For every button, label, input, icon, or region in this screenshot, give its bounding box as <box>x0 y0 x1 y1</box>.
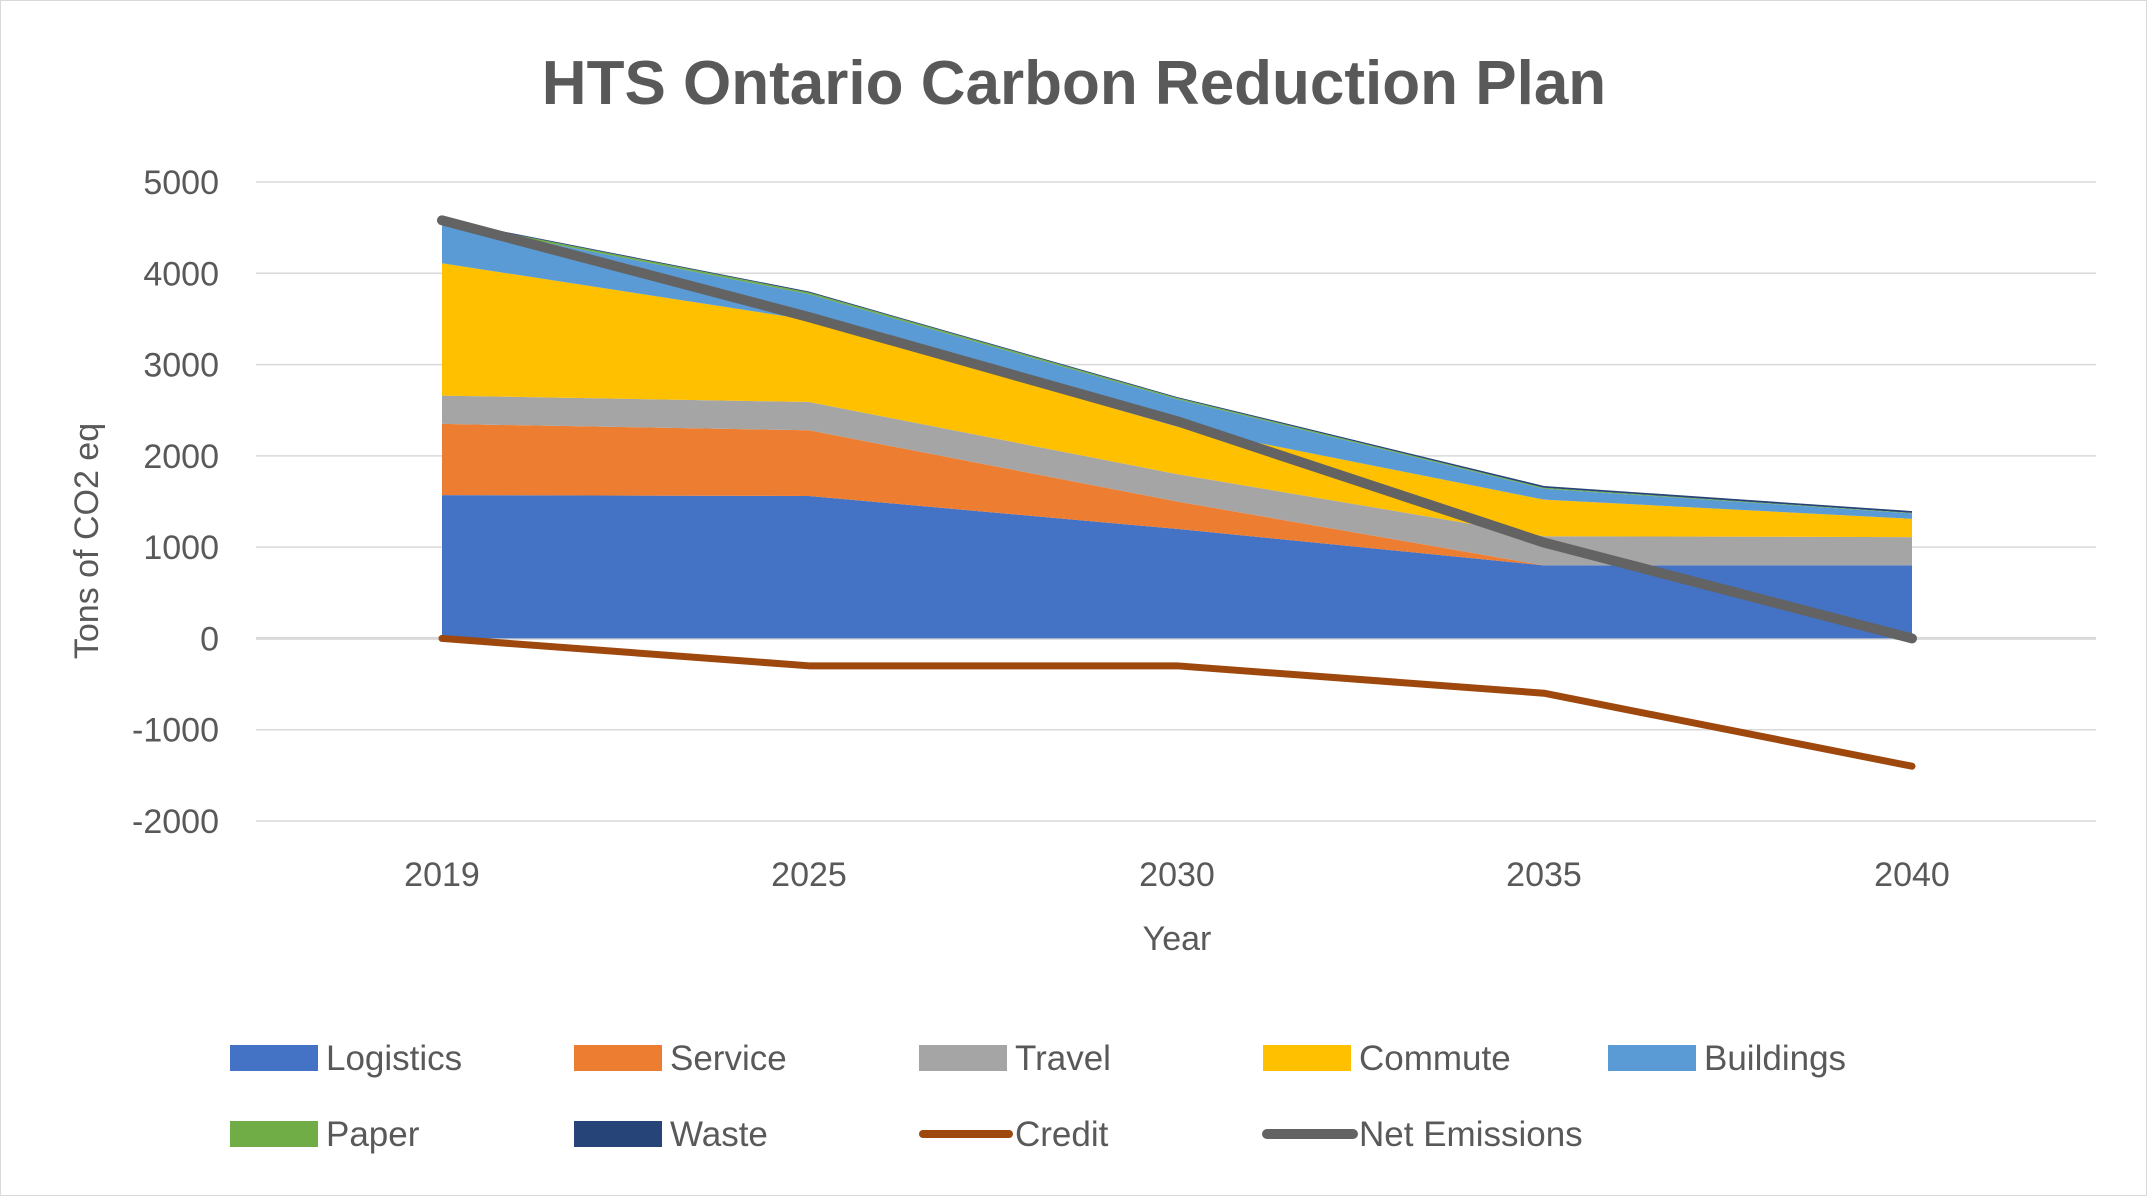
area-logistics <box>442 495 1912 639</box>
legend-label-waste: Waste <box>670 1115 768 1154</box>
area-service <box>442 423 1912 566</box>
y-axis-ticks: 5000 4000 3000 2000 1000 0 -1000 -2000 <box>132 164 219 841</box>
y-axis-label: Tons of CO2 eq <box>68 423 106 659</box>
chart-title: HTS Ontario Carbon Reduction Plan <box>542 49 1606 118</box>
x-tick-label: 2019 <box>404 856 480 894</box>
y-tick-label: -2000 <box>132 803 219 841</box>
y-tick-label: 1000 <box>143 529 219 567</box>
legend-label-logistics: Logistics <box>326 1039 462 1078</box>
y-tick-label: 3000 <box>143 347 219 385</box>
y-tick-label: 5000 <box>143 164 219 202</box>
y-tick-label: -1000 <box>132 712 219 750</box>
line-net-emissions <box>437 215 1917 644</box>
legend-label-credit: Credit <box>1015 1115 1109 1154</box>
x-tick-label: 2040 <box>1874 856 1950 894</box>
legend-label-travel: Travel <box>1015 1039 1111 1078</box>
legend-swatch-logistics <box>230 1045 318 1071</box>
legend-swatch-travel <box>919 1045 1007 1071</box>
legend-swatch-paper <box>230 1121 318 1147</box>
legend-swatch-commute <box>1263 1045 1351 1071</box>
legend-label-service: Service <box>670 1039 787 1078</box>
legend-swatch-waste <box>574 1121 662 1147</box>
area-waste <box>442 219 1912 513</box>
line-series <box>437 215 1917 770</box>
x-axis-ticks: 2019 2025 2030 2035 2040 <box>404 856 1950 894</box>
area-buildings <box>442 222 1912 519</box>
x-tick-label: 2025 <box>771 856 847 894</box>
x-tick-label: 2035 <box>1506 856 1582 894</box>
legend-label-net-emissions: Net Emissions <box>1359 1115 1583 1154</box>
legend-label-commute: Commute <box>1359 1039 1511 1078</box>
line-credit <box>438 634 1916 770</box>
x-tick-label: 2030 <box>1139 856 1215 894</box>
x-axis-label: Year <box>1143 920 1212 958</box>
area-paper <box>442 220 1912 514</box>
legend-label-buildings: Buildings <box>1704 1039 1846 1078</box>
legend-swatch-service <box>574 1045 662 1071</box>
y-tick-label: 0 <box>200 620 219 658</box>
stacked-areas <box>442 219 1912 639</box>
y-tick-label: 4000 <box>143 255 219 293</box>
area-travel <box>442 395 1912 566</box>
legend-swatch-buildings <box>1608 1045 1696 1071</box>
legend: Logistics Service Travel Commute Buildings Pa… <box>230 1039 1846 1154</box>
legend-label-paper: Paper <box>326 1115 420 1154</box>
area-commute <box>442 263 1912 538</box>
y-tick-label: 2000 <box>143 438 219 476</box>
